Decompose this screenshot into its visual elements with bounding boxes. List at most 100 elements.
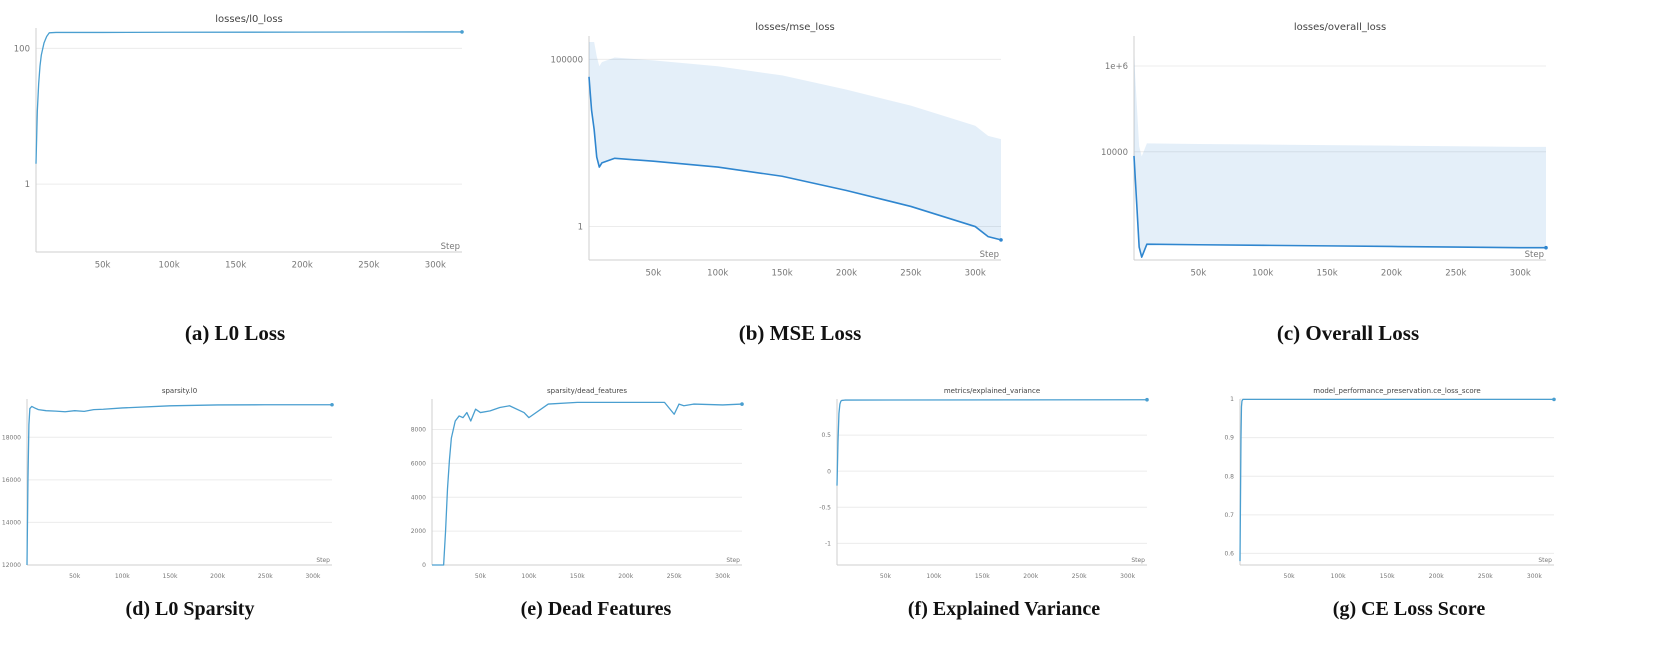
series-line [1239,398,1554,562]
y-tick-label: 0.9 [1224,435,1234,442]
y-tick-label: 1 [578,223,583,233]
x-tick-label: 300k [425,261,446,271]
series-line [26,404,332,566]
y-tick-label: 1 [25,180,30,190]
chart-ce-loss-score: model_performance_preservation.ce_loss_s… [1224,387,1556,580]
y-tick-label: 0.7 [1224,512,1234,519]
x-tick-label: 250k [258,573,273,580]
x-tick-label: 100k [1252,269,1273,279]
y-tick-label: -1 [825,540,831,547]
x-tick-label: 100k [115,573,130,580]
series-line [432,401,743,566]
series-end-point [330,402,334,407]
x-tick-label: 150k [975,573,990,580]
series-end-point [1145,397,1149,402]
x-tick-label: 200k [1023,573,1038,580]
x-tick-label: 250k [1478,573,1493,580]
series-line [588,76,1002,241]
caption-explained-variance: (f) Explained Variance [907,598,1101,620]
x-tick-label: 50k [646,269,662,279]
chart-title: sparsity.l0 [162,387,197,395]
y-tick-label: 0 [827,468,831,475]
y-tick-label: -0.5 [819,504,831,511]
x-axis-label: Step [1131,557,1145,564]
x-tick-label: 50k [1191,269,1207,279]
y-tick-label: 0.5 [821,432,831,439]
y-tick-label: 0 [422,562,426,569]
x-tick-label: 250k [900,269,921,279]
x-axis-label: Step [980,250,999,260]
chart-title: sparsity/dead_features [547,387,627,395]
x-tick-label: 200k [1381,269,1402,279]
x-tick-label: 100k [926,573,941,580]
x-tick-label: 250k [667,573,682,580]
series-band [1134,55,1546,258]
x-tick-label: 200k [292,261,313,271]
x-tick-label: 300k [1510,269,1531,279]
x-tick-label: 50k [1284,573,1296,580]
x-axis-label: Step [726,557,740,564]
x-tick-label: 100k [707,269,728,279]
series-line [836,399,1148,486]
x-tick-label: 200k [836,269,857,279]
chart-dead-features: sparsity/dead_features 0 2000 4000 6000 8000 5… [411,387,744,580]
x-tick-label: 300k [715,573,730,580]
y-tick-label: 8000 [411,427,426,434]
x-tick-label: 100k [159,261,180,271]
y-tick-label: 2000 [411,528,426,535]
chart-l0-sparsity: sparsity.l0 12000 14000 16000 18000 50k 100k 15… [2,387,334,580]
series-end-point [460,30,464,34]
y-tick-label: 14000 [2,520,21,527]
y-tick-label: 100000 [551,55,583,65]
x-tick-label: 300k [1527,573,1542,580]
series-end-point [740,402,744,406]
x-tick-label: 200k [210,573,225,580]
y-tick-label: 0.8 [1224,473,1234,480]
x-axis-label: Step [1525,250,1544,260]
x-tick-label: 100k [1331,573,1346,580]
chart-explained-variance: metrics/explained_variance -1 -0.5 0 0.5 50k 1… [819,387,1149,580]
x-axis-label: Step [316,557,330,564]
x-tick-label: 150k [225,261,246,271]
chart-overall-loss: losses/overall_loss 10000 1e+6 50k 100k 150k 2… [1101,22,1548,279]
y-tick-label: 1e+6 [1105,62,1128,72]
chart-l0-loss: losses/l0_loss 1 100 50k 100k 150k 200k 250k 300… [14,14,464,271]
x-tick-label: 50k [95,261,111,271]
x-tick-label: 100k [521,573,536,580]
caption-dead-features: (e) Dead Features [520,598,672,620]
y-tick-label: 10000 [1101,148,1128,158]
series-end-point [999,238,1003,242]
series-line [35,31,462,164]
chart-mse-loss: losses/mse_loss 1 100000 50k 100k 150k 200k 250… [551,22,1003,279]
y-tick-label: 0.6 [1224,551,1234,558]
y-tick-label: 100 [14,44,30,54]
x-tick-label: 300k [1120,573,1135,580]
series-end-point [1544,245,1548,250]
x-tick-label: 150k [1380,573,1395,580]
chart-title: losses/l0_loss [215,14,283,25]
caption-l0-loss: (a) L0 Loss [184,321,286,345]
x-tick-label: 50k [475,573,487,580]
x-tick-label: 250k [1072,573,1087,580]
series-band [589,42,1001,240]
chart-title: model_performance_preservation.ce_loss_s… [1313,387,1480,395]
x-tick-label: 300k [305,573,320,580]
y-tick-label: 6000 [411,460,426,467]
chart-title: losses/mse_loss [755,22,834,33]
x-tick-label: 150k [1317,269,1338,279]
y-tick-label: 4000 [411,494,426,501]
x-axis-label: Step [1538,557,1552,564]
y-tick-label: 16000 [2,477,21,484]
y-tick-label: 12000 [2,562,21,569]
x-axis-label: Step [441,242,460,252]
x-tick-label: 250k [358,261,379,271]
series-line [1133,155,1546,258]
caption-mse-loss: (b) MSE Loss [738,321,862,345]
x-tick-label: 50k [880,573,892,580]
caption-overall-loss: (c) Overall Loss [1276,321,1420,345]
x-tick-label: 50k [69,573,81,580]
x-tick-label: 200k [1429,573,1444,580]
x-tick-label: 150k [163,573,178,580]
x-tick-label: 200k [618,573,633,580]
chart-title: losses/overall_loss [1294,22,1386,33]
